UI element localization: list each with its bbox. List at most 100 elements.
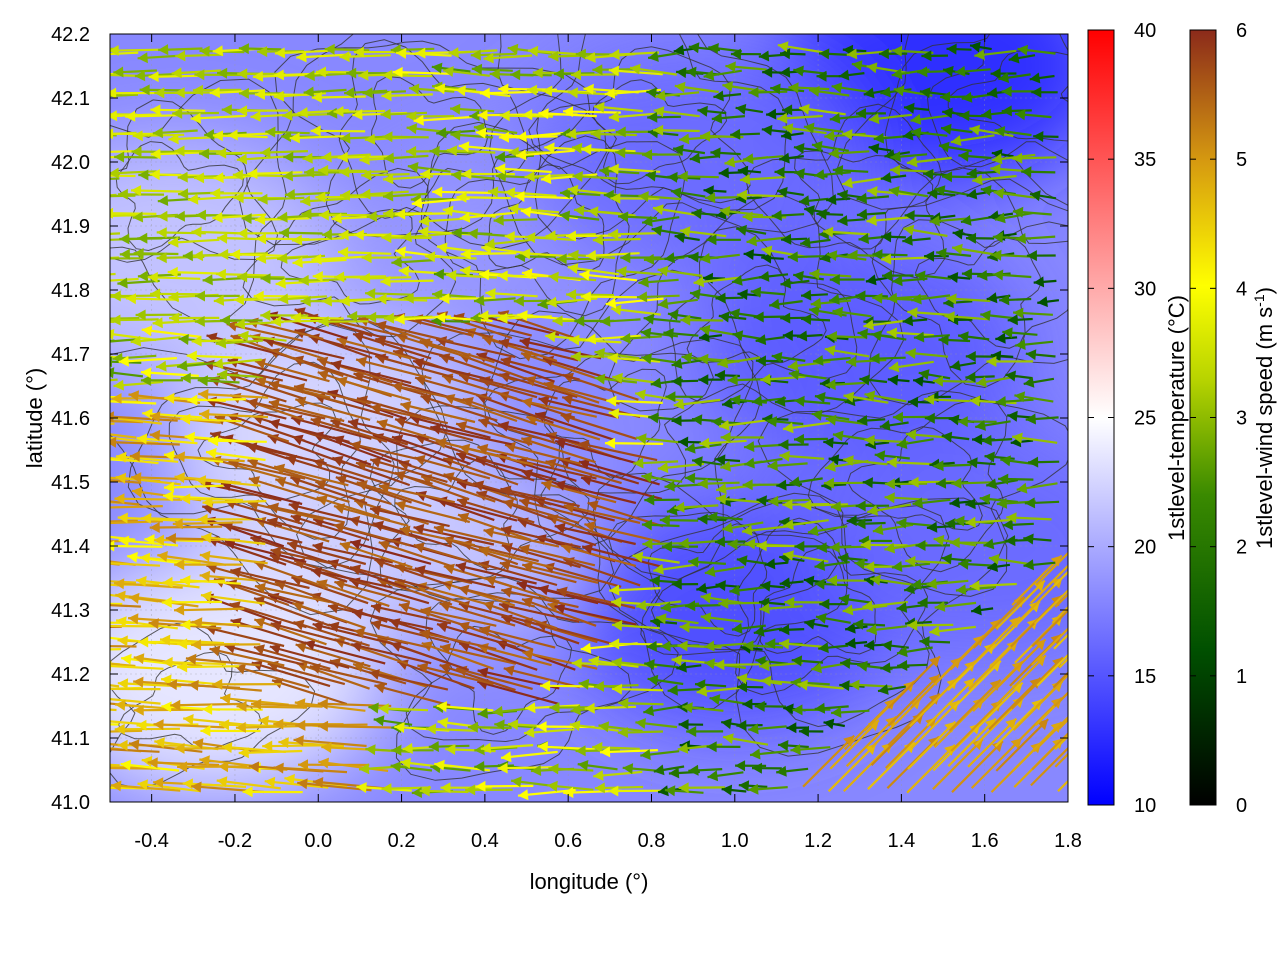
wind-arrow-head	[78, 395, 88, 406]
wind-arrow-head	[85, 109, 95, 120]
wind-arrow-head	[1074, 676, 1085, 687]
wind-arrow-shaft	[65, 274, 115, 277]
wind-arrow-shaft	[191, 644, 260, 645]
wind-arrow-shaft	[66, 321, 115, 322]
wind-arrow-head	[95, 782, 105, 793]
wind-arrow-head	[92, 91, 102, 102]
wind-arrow-head	[69, 192, 79, 203]
wind-arrow	[66, 316, 115, 327]
wind-arrow-head	[51, 701, 61, 712]
wind-arrow-head	[92, 472, 102, 483]
wind-arrow-shaft	[62, 74, 117, 78]
wind-arrow-head	[96, 620, 106, 631]
wind-arrow-shaft	[84, 151, 139, 152]
wind-arrow-head	[1073, 595, 1084, 606]
wind-arrow	[55, 453, 119, 464]
wind-arrow-head	[95, 558, 105, 569]
wind-arrow	[44, 429, 115, 441]
wind-arrow-shaft	[63, 646, 136, 647]
wind-arrow-head	[1068, 555, 1079, 566]
wind-arrow-head	[98, 396, 108, 407]
wind-arrow-head	[94, 432, 105, 443]
wind-arrow	[51, 701, 116, 712]
wind-arrow-head	[97, 412, 108, 423]
wind-arrow-head	[102, 356, 112, 367]
wind-arrow-head	[104, 367, 115, 378]
wind-arrow	[53, 573, 119, 585]
wind-arrow-head	[62, 71, 72, 82]
wind-arrow-head	[53, 573, 64, 584]
wind-arrow-shaft	[318, 726, 391, 727]
wind-arrow-head	[1073, 639, 1084, 650]
wind-arrow-head	[68, 110, 78, 121]
wind-arrow-head	[70, 574, 80, 585]
wind-arrow-shaft	[51, 706, 116, 710]
wind-arrow-head	[66, 316, 76, 327]
wind-arrow-head	[104, 329, 115, 340]
wind-arrow-head	[1075, 658, 1086, 669]
wind-arrow-shaft	[150, 527, 223, 528]
wind-arrow-head	[86, 129, 96, 140]
wind-arrow-head	[96, 683, 106, 694]
wind-arrow-head	[103, 208, 113, 219]
wind-arrow-shaft	[49, 522, 116, 524]
wind-arrow-head	[1072, 576, 1083, 587]
wind-arrow-shaft	[91, 74, 140, 76]
wind-arrow-head	[49, 518, 59, 529]
wind-arrow-shaft	[49, 557, 120, 565]
wind-arrow	[49, 518, 116, 529]
wind-arrow-shaft	[170, 704, 241, 706]
wind-arrow-shaft	[53, 577, 119, 585]
wind-arrow	[62, 71, 117, 82]
wind-arrow-head	[76, 174, 86, 185]
heatmap-blob	[523, 42, 863, 282]
wind-arrow-shaft	[82, 175, 135, 176]
wind-arrow-shaft	[69, 195, 117, 198]
wind-arrow-head	[90, 191, 100, 202]
wind-arrow-shaft	[90, 196, 136, 197]
wind-arrow-head	[55, 757, 65, 768]
wind-arrow-head	[53, 494, 63, 505]
wind-arrow-head	[59, 392, 69, 403]
wind-arrow-head	[77, 761, 87, 772]
wind-arrow-head	[1073, 702, 1084, 713]
wind-arrow-head	[66, 781, 76, 792]
wind-arrow-head	[104, 411, 114, 422]
wind-arrow-head	[90, 762, 100, 773]
wind-arrow-head	[1075, 535, 1086, 546]
wind-arrow-head	[98, 632, 109, 643]
wind-arrow-shaft	[76, 179, 120, 181]
wind-arrow	[49, 781, 119, 792]
wind-arrow-head	[103, 128, 113, 139]
wind-arrow-head	[96, 336, 106, 347]
wind-arrow	[69, 192, 117, 203]
wind-arrow-head	[93, 235, 103, 246]
wind-arrow-head	[97, 452, 108, 463]
wind-arrow-shaft	[49, 787, 119, 789]
wind-arrow-shaft	[60, 649, 121, 651]
wind-arrow-head	[91, 69, 101, 80]
wind-arrow-head	[93, 502, 103, 513]
wind-arrow-head	[60, 645, 70, 656]
wind-arrow-head	[1070, 616, 1081, 627]
wind-arrow-head	[67, 493, 78, 504]
wind-arrow-head	[99, 716, 109, 727]
wind-arrow-head	[96, 693, 107, 704]
wind-arrow-head	[71, 129, 81, 140]
wind-arrow-head	[63, 640, 73, 651]
wind-arrow-head	[85, 453, 95, 464]
wind-arrow-head	[70, 377, 80, 388]
wind-arrow-head	[49, 781, 59, 792]
wind-arrow-shaft	[44, 433, 115, 441]
wind-arrow	[59, 392, 118, 403]
wind-arrow-head	[63, 695, 74, 706]
wind-arrow-head	[66, 517, 76, 528]
wind-arrow-head	[1071, 735, 1082, 746]
wind-arrow-head	[55, 453, 65, 464]
wind-arrow-head	[93, 313, 103, 324]
wind-arrow-head	[1072, 719, 1083, 730]
wind-arrow-head	[95, 589, 106, 600]
wind-arrow-head	[47, 622, 57, 633]
